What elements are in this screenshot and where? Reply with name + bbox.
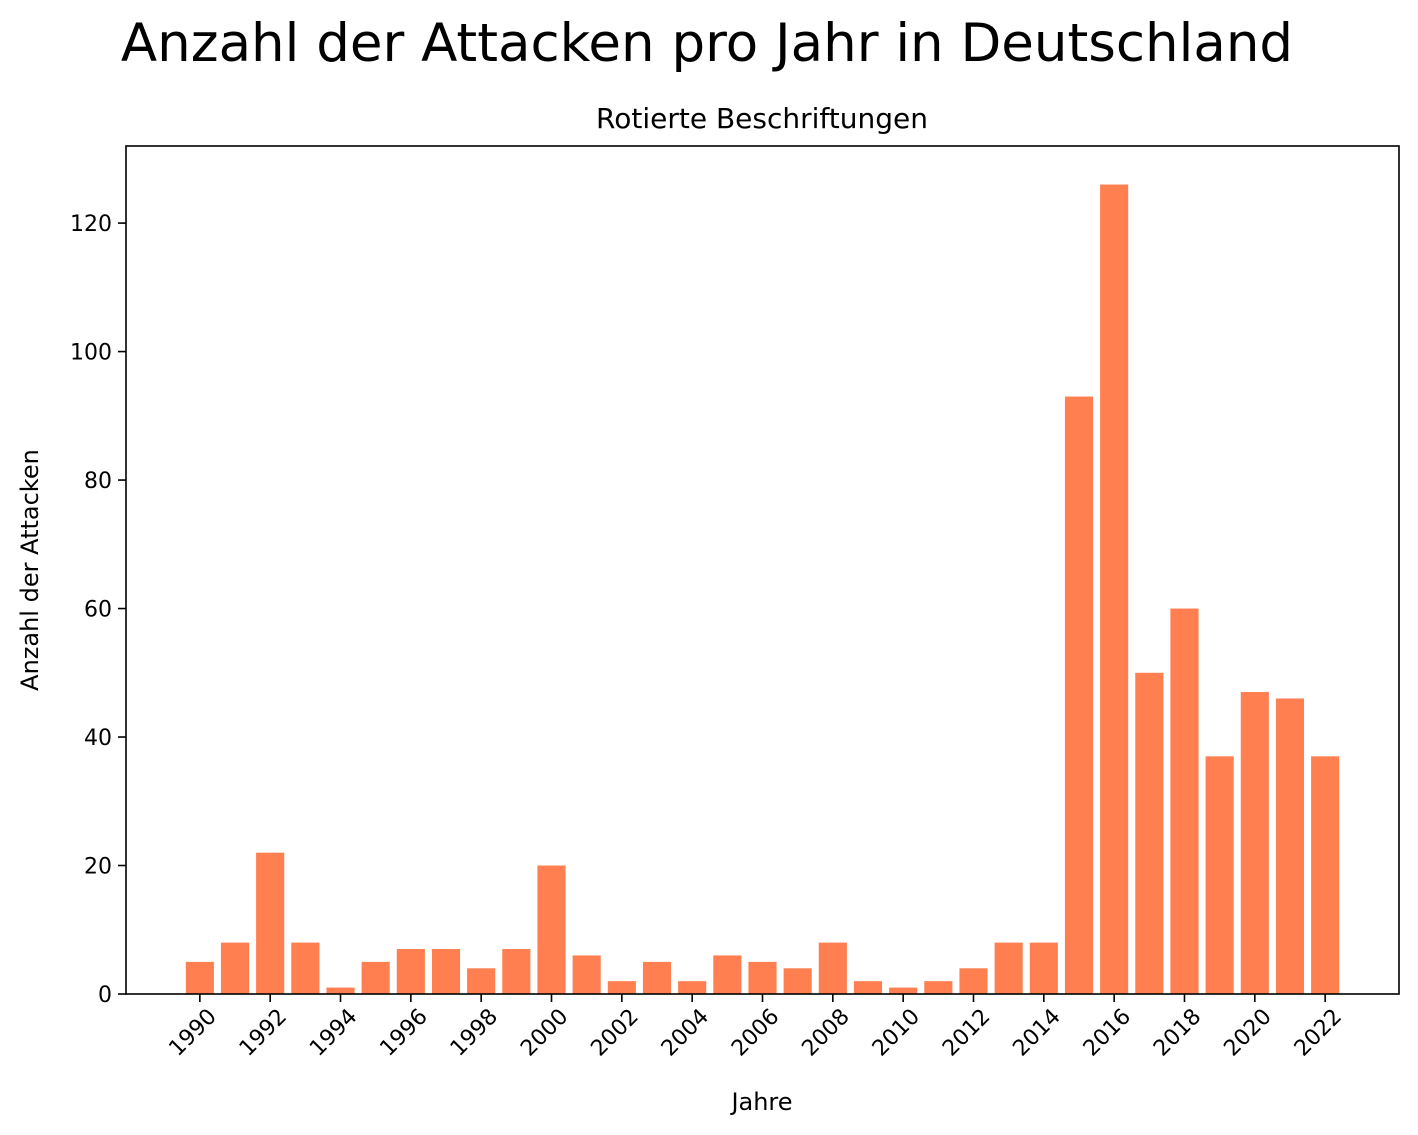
bar-2011 (924, 981, 953, 994)
bar-2001 (572, 955, 601, 994)
bar-2014 (1029, 942, 1058, 994)
x-tick-label: 1998 (446, 1004, 503, 1061)
bar-2005 (713, 955, 742, 994)
bar-2012 (959, 968, 988, 994)
x-tick-label: 2014 (1008, 1004, 1065, 1061)
x-tick-label: 2006 (727, 1004, 784, 1061)
bar-2006 (748, 961, 777, 994)
x-tick-label: 2018 (1149, 1004, 1206, 1061)
bar-1996 (396, 949, 425, 994)
bar-2016 (1100, 184, 1129, 995)
x-tick-label: 1996 (375, 1004, 432, 1061)
bar-2018 (1170, 608, 1199, 994)
y-tick-label: 80 (84, 469, 112, 494)
bar-2008 (818, 942, 847, 994)
y-tick-label: 60 (84, 598, 112, 623)
bar-2017 (1135, 672, 1164, 994)
x-tick-label: 2020 (1219, 1004, 1276, 1061)
bar-2002 (607, 981, 636, 994)
x-tick-label: 2012 (938, 1004, 995, 1061)
bar-2021 (1275, 698, 1305, 994)
bar-1999 (502, 949, 531, 994)
bar-2019 (1205, 756, 1234, 994)
y-axis-label: Anzahl der Attacken (16, 449, 44, 691)
x-tick-label: 2002 (586, 1004, 643, 1061)
bar-2020 (1240, 692, 1269, 994)
x-tick-label: 2010 (868, 1004, 925, 1061)
x-tick-label: 2004 (657, 1004, 714, 1061)
bar-2022 (1311, 756, 1340, 994)
bar-1998 (467, 968, 496, 994)
y-tick-label: 40 (84, 726, 112, 751)
bar-2003 (642, 961, 672, 994)
y-tick-label: 120 (70, 212, 112, 237)
x-axis-ticks: 1990 1992 1994 1996 1998 2000 2002 2004 2006 2008… (164, 994, 1347, 1061)
x-tick-label: 1992 (235, 1004, 292, 1061)
bar-2000 (537, 865, 566, 994)
x-tick-label: 2016 (1079, 1004, 1136, 1061)
x-axis-label: Jahre (729, 1088, 792, 1116)
bar-2004 (678, 981, 707, 994)
bar-1990 (185, 961, 214, 994)
y-tick-label: 20 (84, 855, 112, 880)
y-tick-label: 100 (70, 341, 112, 366)
bar-1994 (326, 987, 355, 994)
x-tick-label: 2022 (1290, 1004, 1347, 1061)
y-tick-label: 0 (98, 983, 112, 1008)
bar-1992 (256, 852, 285, 994)
bar-1997 (431, 949, 461, 994)
bar-1991 (220, 942, 250, 994)
chart-suptitle: Anzahl der Attacken pro Jahr in Deutschl… (121, 13, 1293, 74)
y-axis-ticks: 0 20 40 60 80 100 120 (70, 212, 126, 1008)
bar-1995 (361, 961, 390, 994)
bar-1993 (291, 942, 320, 994)
plot-frame (125, 145, 1400, 995)
x-tick-label: 1990 (164, 1004, 221, 1061)
bar-2010 (889, 987, 918, 994)
chart-title: Rotierte Beschriftungen (596, 102, 928, 135)
x-tick-label: 2000 (516, 1004, 573, 1061)
bar-2013 (994, 942, 1023, 994)
bar-2009 (853, 981, 883, 994)
bars-group (185, 184, 1340, 995)
x-tick-label: 1994 (305, 1004, 362, 1061)
bar-2015 (1064, 396, 1094, 994)
x-tick-label: 2008 (797, 1004, 854, 1061)
bar-2007 (783, 968, 812, 994)
